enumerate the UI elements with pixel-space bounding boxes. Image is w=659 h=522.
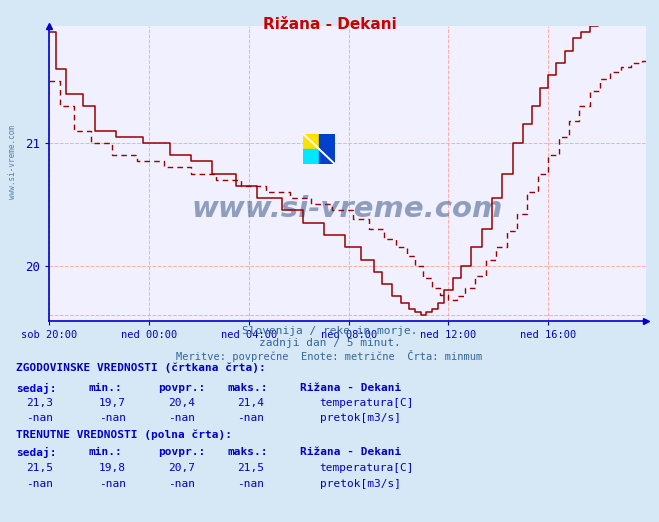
Text: ZGODOVINSKE VREDNOSTI (črtkana črta):: ZGODOVINSKE VREDNOSTI (črtkana črta):: [16, 363, 266, 373]
Bar: [303, 149, 319, 164]
Text: povpr.:: povpr.:: [158, 383, 206, 393]
Text: sedaj:: sedaj:: [16, 447, 57, 458]
Polygon shape: [303, 134, 335, 164]
Text: 21,4: 21,4: [237, 398, 264, 408]
Text: -nan: -nan: [168, 413, 195, 423]
Text: www.si-vreme.com: www.si-vreme.com: [192, 195, 503, 223]
Text: Rižana - Dekani: Rižana - Dekani: [263, 17, 396, 32]
Text: -nan: -nan: [99, 479, 126, 489]
Text: 20,7: 20,7: [168, 463, 195, 473]
Text: sedaj:: sedaj:: [16, 383, 57, 394]
Text: temperatura[C]: temperatura[C]: [320, 463, 414, 473]
Text: zadnji dan / 5 minut.: zadnji dan / 5 minut.: [258, 338, 401, 348]
Text: -nan: -nan: [26, 413, 53, 423]
Text: 21,5: 21,5: [26, 463, 53, 473]
Text: Slovenija / reke in morje.: Slovenija / reke in morje.: [242, 326, 417, 336]
Text: maks.:: maks.:: [227, 383, 268, 393]
Text: temperatura[C]: temperatura[C]: [320, 398, 414, 408]
Text: -nan: -nan: [237, 413, 264, 423]
Bar: [319, 134, 335, 164]
Text: 21,3: 21,3: [26, 398, 53, 408]
Text: 20,4: 20,4: [168, 398, 195, 408]
Text: maks.:: maks.:: [227, 447, 268, 457]
Text: Meritve: povprečne  Enote: metrične  Črta: minmum: Meritve: povprečne Enote: metrične Črta:…: [177, 350, 482, 362]
Text: TRENUTNE VREDNOSTI (polna črta):: TRENUTNE VREDNOSTI (polna črta):: [16, 429, 233, 440]
Text: -nan: -nan: [99, 413, 126, 423]
Text: povpr.:: povpr.:: [158, 447, 206, 457]
Text: Rižana - Dekani: Rižana - Dekani: [300, 383, 401, 393]
Text: pretok[m3/s]: pretok[m3/s]: [320, 479, 401, 489]
Bar: [303, 134, 319, 149]
Text: min.:: min.:: [89, 447, 123, 457]
Text: 19,8: 19,8: [99, 463, 126, 473]
Text: min.:: min.:: [89, 383, 123, 393]
Text: www.si-vreme.com: www.si-vreme.com: [8, 125, 17, 199]
Text: 19,7: 19,7: [99, 398, 126, 408]
Text: -nan: -nan: [26, 479, 53, 489]
Text: pretok[m3/s]: pretok[m3/s]: [320, 413, 401, 423]
Text: -nan: -nan: [168, 479, 195, 489]
Text: -nan: -nan: [237, 479, 264, 489]
Text: Rižana - Dekani: Rižana - Dekani: [300, 447, 401, 457]
Text: 21,5: 21,5: [237, 463, 264, 473]
